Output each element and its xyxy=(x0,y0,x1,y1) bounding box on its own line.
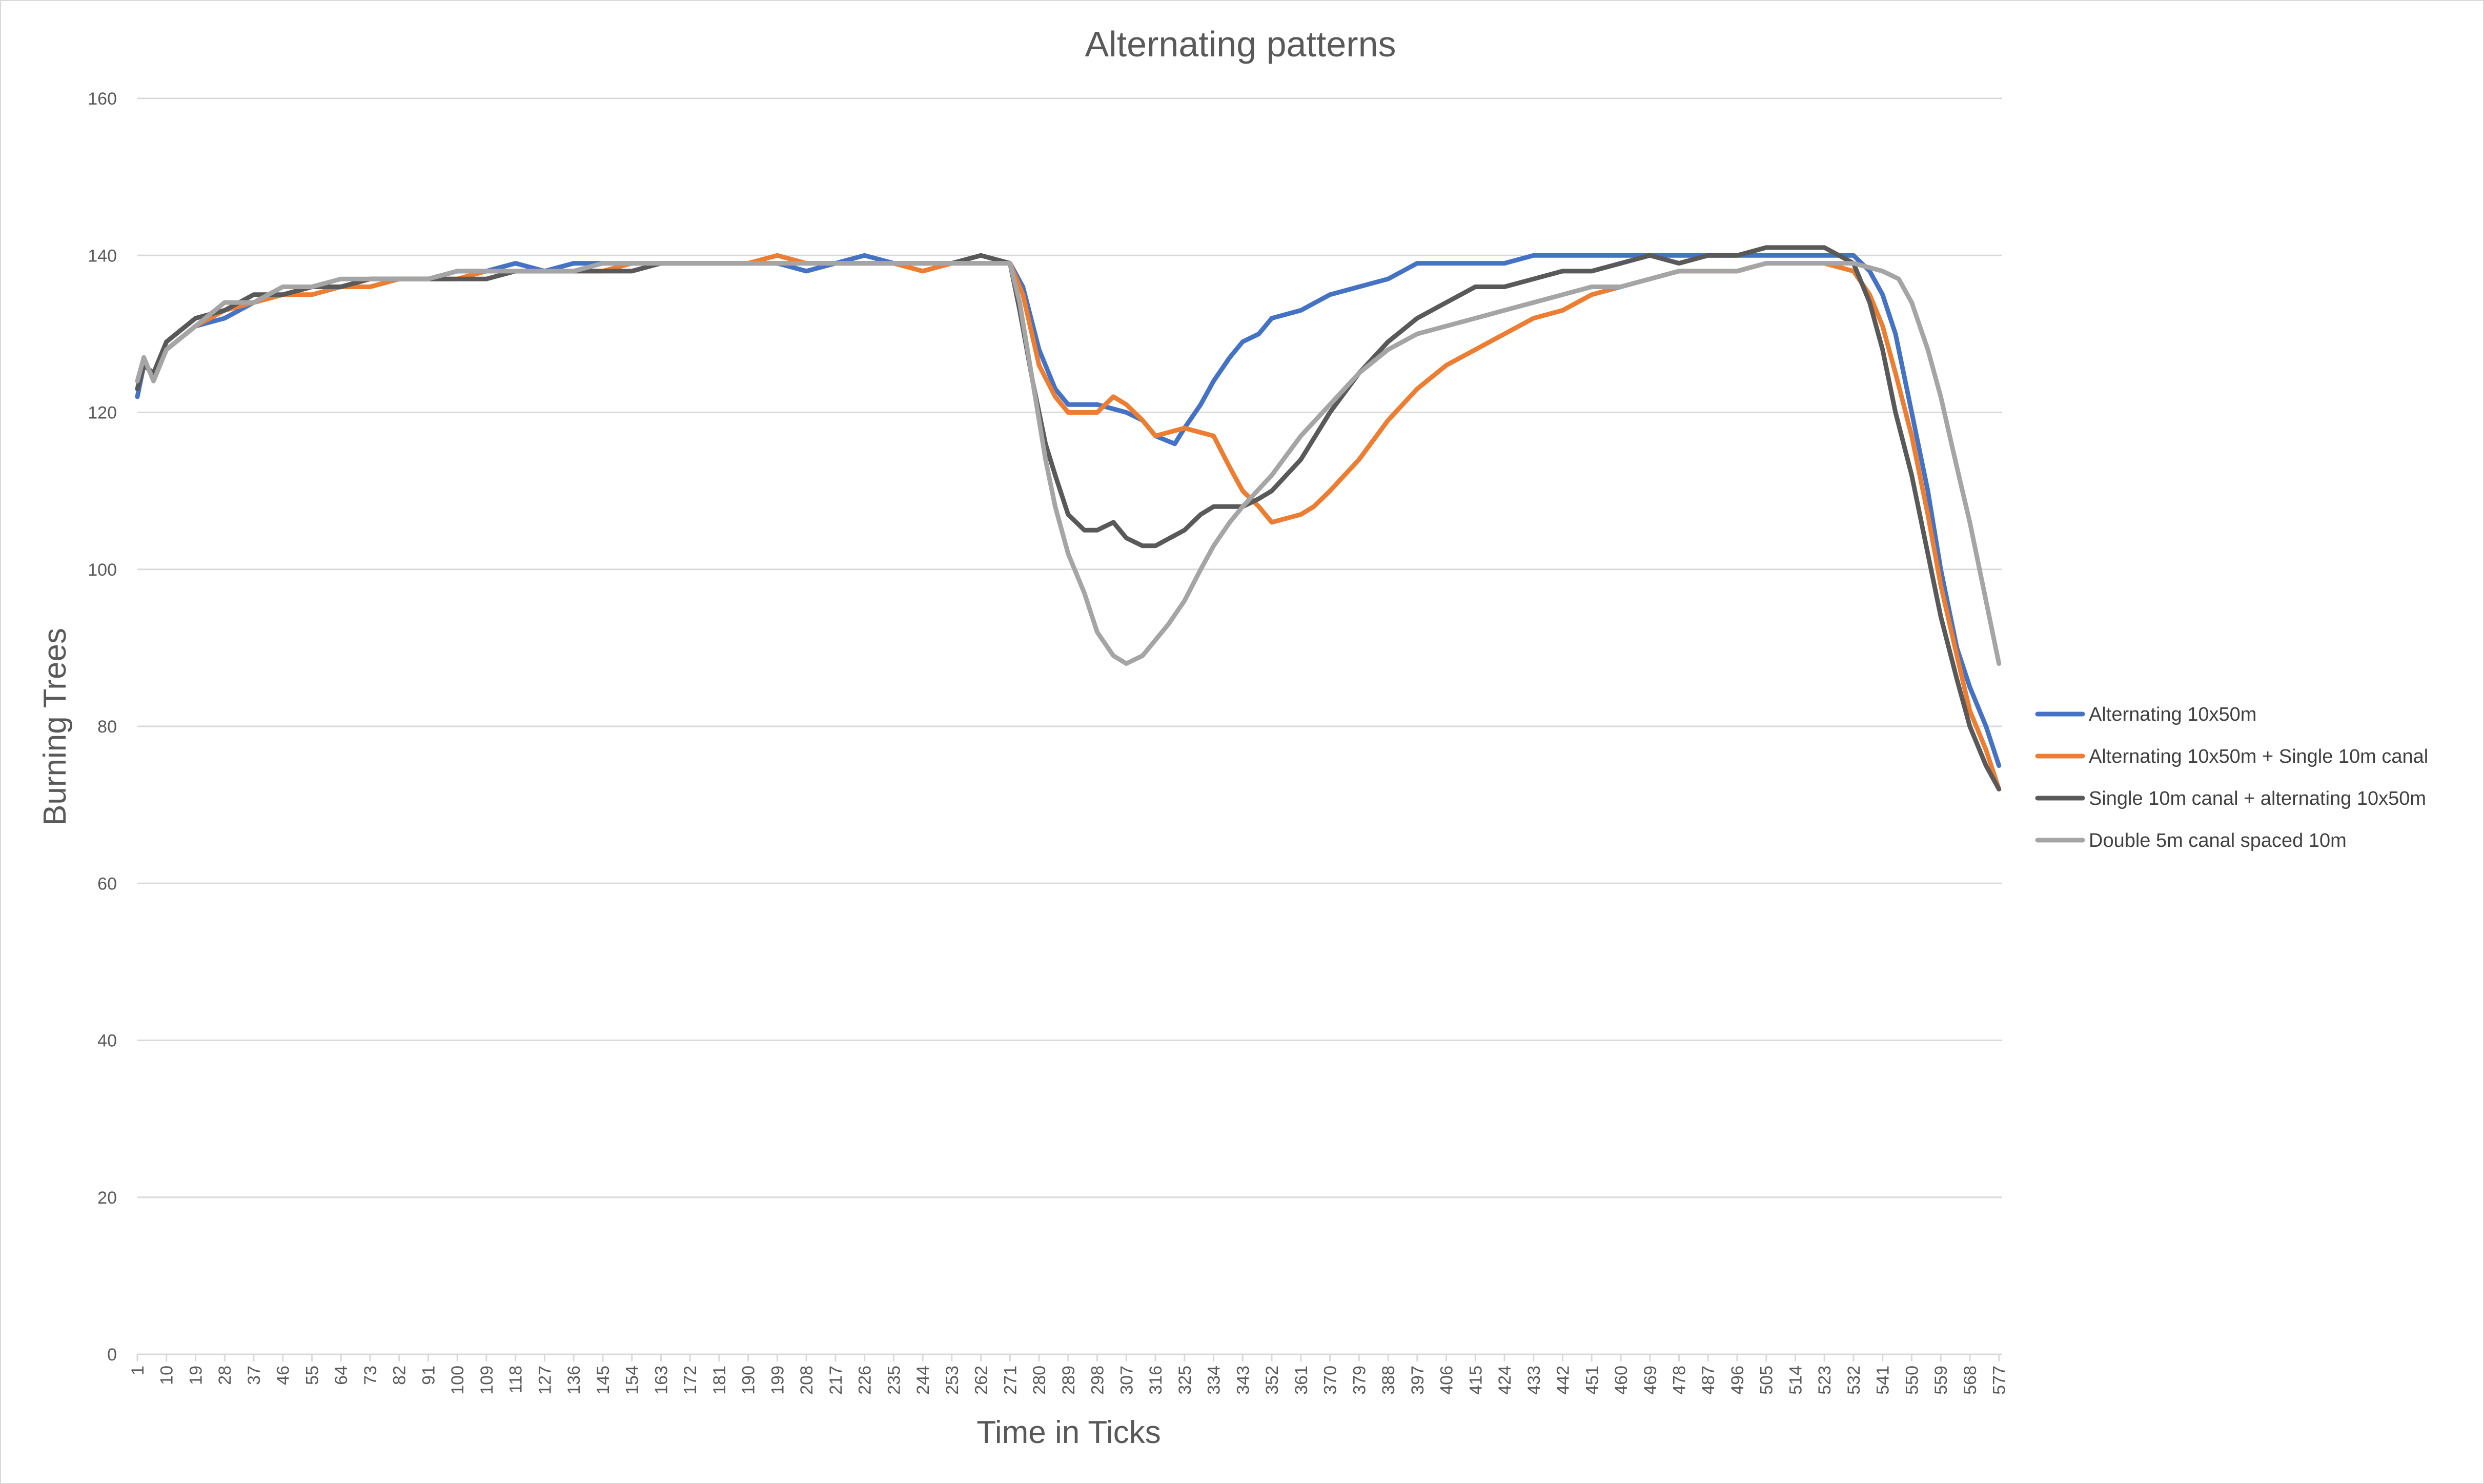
x-tick-label: 550 xyxy=(1902,1366,1922,1395)
x-tick-label: 568 xyxy=(1961,1366,1980,1395)
x-tick-label: 379 xyxy=(1350,1366,1369,1395)
x-tick-label: 424 xyxy=(1495,1366,1515,1395)
x-tick-label: 55 xyxy=(302,1366,322,1385)
x-tick-label: 253 xyxy=(943,1366,962,1395)
x-tick-label: 280 xyxy=(1030,1366,1049,1395)
x-tick-label: 352 xyxy=(1263,1366,1282,1395)
x-tick-label: 451 xyxy=(1582,1366,1602,1395)
x-tick-label: 541 xyxy=(1874,1366,1893,1395)
x-tick-label: 334 xyxy=(1205,1366,1224,1395)
x-tick-label: 226 xyxy=(856,1366,875,1395)
x-tick-label: 217 xyxy=(826,1366,846,1395)
x-tick-label: 208 xyxy=(797,1366,817,1395)
y-tick-label: 40 xyxy=(97,1031,117,1051)
series-line-3 xyxy=(135,245,2002,791)
x-tick-label: 289 xyxy=(1059,1366,1078,1395)
x-tick-label: 109 xyxy=(477,1366,497,1395)
x-tick-label: 415 xyxy=(1466,1366,1485,1395)
y-tick-label: 20 xyxy=(97,1188,117,1208)
legend-label-4: Double 5m canal spaced 10m xyxy=(2089,830,2347,851)
x-tick-label: 82 xyxy=(390,1366,410,1385)
x-tick-label: 1 xyxy=(128,1366,148,1375)
x-tick-label: 73 xyxy=(361,1366,380,1385)
x-tick-label: 361 xyxy=(1292,1366,1311,1395)
x-tick-label: 91 xyxy=(419,1366,438,1385)
x-tick-label: 190 xyxy=(739,1366,759,1395)
x-tick-label: 469 xyxy=(1641,1366,1660,1395)
x-tick-label: 460 xyxy=(1612,1366,1631,1395)
series-line-2 xyxy=(135,253,2002,791)
legend-label-2: Alternating 10x50m + Single 10m canal xyxy=(2089,746,2428,767)
gridlines xyxy=(137,97,2002,1355)
x-tick-label: 199 xyxy=(768,1366,787,1395)
x-tick-label: 406 xyxy=(1437,1366,1457,1395)
x-tick-label: 514 xyxy=(1786,1366,1805,1395)
x-tick-label: 523 xyxy=(1815,1366,1835,1395)
y-axis-title: Burning Trees xyxy=(37,628,73,826)
x-tick-label: 181 xyxy=(710,1366,729,1395)
x-tick-label: 46 xyxy=(274,1366,293,1385)
x-tick-label: 10 xyxy=(157,1366,177,1385)
x-tick-label: 487 xyxy=(1699,1366,1718,1395)
x-tick-label: 298 xyxy=(1088,1366,1108,1395)
x-tick-label: 433 xyxy=(1524,1366,1544,1395)
y-tick-label: 160 xyxy=(88,89,117,109)
y-tick-label: 100 xyxy=(88,560,117,580)
x-axis-title: Time in Ticks xyxy=(976,1415,1160,1450)
legend: Alternating 10x50m Alternating 10x50m + S… xyxy=(2035,704,2428,851)
x-axis-ticks: 1 10 19 28 37 46 55 64 73 82 91 100 109 118 127 136 145 1… xyxy=(128,1354,2009,1395)
legend-label-3: Single 10m canal + alternating 10x50m xyxy=(2089,788,2426,809)
x-tick-label: 496 xyxy=(1728,1366,1747,1395)
x-tick-label: 271 xyxy=(1001,1366,1020,1395)
series-lines xyxy=(135,245,2002,791)
y-tick-label: 80 xyxy=(97,717,117,737)
y-tick-label: 120 xyxy=(88,403,117,423)
legend-label-1: Alternating 10x50m xyxy=(2089,704,2256,725)
x-tick-label: 163 xyxy=(651,1366,671,1395)
x-tick-label: 262 xyxy=(972,1366,991,1395)
x-tick-label: 370 xyxy=(1321,1366,1340,1395)
x-tick-label: 118 xyxy=(506,1366,526,1393)
x-tick-label: 244 xyxy=(913,1366,933,1395)
y-axis-ticks: 0 20 40 60 80 100 120 140 160 xyxy=(88,89,117,1365)
x-tick-label: 127 xyxy=(535,1366,555,1395)
x-tick-label: 577 xyxy=(1990,1366,2009,1395)
x-tick-label: 136 xyxy=(564,1366,584,1395)
x-tick-label: 478 xyxy=(1669,1366,1689,1395)
x-tick-label: 145 xyxy=(594,1366,613,1395)
x-tick-label: 172 xyxy=(681,1366,700,1395)
x-tick-label: 505 xyxy=(1757,1366,1777,1395)
x-tick-label: 442 xyxy=(1554,1366,1573,1395)
y-tick-label: 0 xyxy=(107,1345,117,1365)
x-tick-label: 325 xyxy=(1175,1366,1195,1395)
x-tick-label: 397 xyxy=(1408,1366,1428,1395)
x-tick-label: 316 xyxy=(1146,1366,1166,1395)
x-tick-label: 37 xyxy=(245,1366,264,1385)
x-tick-label: 100 xyxy=(448,1366,467,1395)
x-tick-label: 343 xyxy=(1233,1366,1253,1395)
x-tick-label: 559 xyxy=(1931,1366,1951,1395)
x-tick-label: 64 xyxy=(332,1366,351,1385)
x-tick-label: 19 xyxy=(186,1366,206,1385)
x-tick-label: 154 xyxy=(623,1366,642,1395)
x-tick-label: 388 xyxy=(1379,1366,1398,1395)
y-tick-label: 140 xyxy=(88,246,117,266)
series-line-4 xyxy=(135,261,2002,666)
chart-title: Alternating patterns xyxy=(1085,24,1396,64)
x-tick-label: 235 xyxy=(884,1366,904,1395)
y-tick-label: 60 xyxy=(97,874,117,893)
x-tick-label: 307 xyxy=(1117,1366,1136,1395)
x-tick-label: 532 xyxy=(1844,1366,1864,1395)
x-tick-label: 28 xyxy=(215,1366,235,1385)
